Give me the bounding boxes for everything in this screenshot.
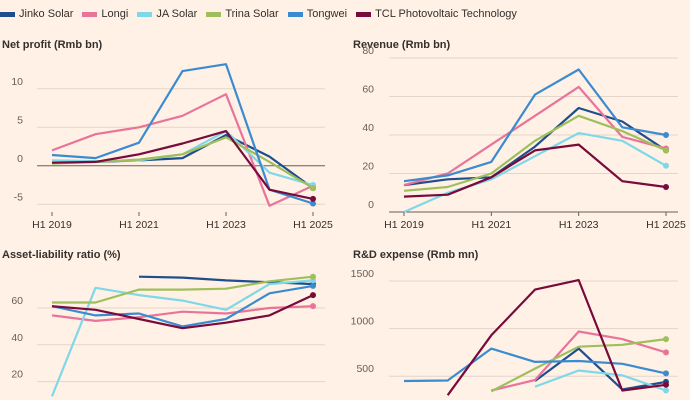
series-end-dot <box>310 282 316 289</box>
series-line <box>403 68 667 183</box>
series-line <box>403 106 667 187</box>
y-tick-label: 20 <box>362 161 374 173</box>
x-tick-label: H1 2019 <box>384 219 424 231</box>
legend-item: Jinko Solar <box>0 8 73 20</box>
legend-swatch <box>206 11 222 17</box>
series-line <box>490 338 667 393</box>
legend-swatch <box>0 11 15 17</box>
series-line <box>403 114 667 192</box>
chart-title: R&D expense (Rmb mn) <box>353 249 479 261</box>
series-line <box>51 63 314 205</box>
legend-label: Longi <box>101 8 129 20</box>
series-line <box>50 279 314 397</box>
legend-swatch <box>82 11 98 17</box>
series-line <box>534 347 667 391</box>
y-tick-label: 80 <box>362 45 374 57</box>
y-tick-label: 10 <box>11 76 23 88</box>
legend-swatch <box>287 11 303 17</box>
x-tick-label: H1 2021 <box>471 219 511 231</box>
y-tick-label: 40 <box>11 332 23 344</box>
series-line <box>51 284 314 328</box>
chart-legend: Jinko Solar Longi JA Solar Trina Solar Tongw… <box>0 4 526 24</box>
series-end-dot <box>663 162 669 169</box>
x-tick-label: H1 2023 <box>206 219 246 231</box>
legend-label: JA Solar <box>156 8 198 20</box>
series-line <box>403 347 667 383</box>
series-line <box>534 369 667 392</box>
series-end-dot <box>310 195 316 202</box>
series-line <box>51 130 314 200</box>
legend-label: Trina Solar <box>225 8 279 20</box>
series-end-dot <box>663 336 669 343</box>
y-tick-label: 20 <box>11 369 23 381</box>
series-end-dot <box>663 183 669 190</box>
y-tick-label: -5 <box>14 191 23 203</box>
chart-title: Asset-liability ratio (%) <box>2 249 121 261</box>
legend-label: TCL Photovoltaic Technology <box>375 8 517 20</box>
y-tick-label: 0 <box>368 199 374 211</box>
y-tick-label: 40 <box>362 122 374 134</box>
series-line <box>51 294 314 330</box>
legend-label: Jinko Solar <box>19 8 74 20</box>
series-line <box>51 93 314 207</box>
legend-item: Longi <box>82 8 128 20</box>
y-tick-label: 60 <box>362 84 374 96</box>
series-line <box>51 305 314 322</box>
y-tick-label: 60 <box>11 295 23 307</box>
legend-item: TCL Photovoltaic Technology <box>356 8 517 20</box>
y-tick-label: 1000 <box>351 316 375 328</box>
x-tick-label: H1 2025 <box>293 219 333 231</box>
series-end-dot <box>663 387 669 394</box>
y-tick-label: 1500 <box>351 268 375 280</box>
legend-item: JA Solar <box>137 8 197 20</box>
chart-title: Net profit (Rmb bn) <box>2 39 103 51</box>
x-tick-label: H1 2021 <box>119 219 159 231</box>
legend-swatch <box>137 11 153 17</box>
legend-item: Tongwei <box>287 8 348 20</box>
series-end-dot <box>663 381 669 388</box>
series-end-dot <box>310 273 316 280</box>
y-tick-label: 0 <box>17 153 23 165</box>
y-tick-label: 5 <box>17 114 23 126</box>
chart-title: Revenue (Rmb bn) <box>353 39 451 51</box>
x-tick-label: H1 2023 <box>559 219 599 231</box>
x-tick-label: H1 2025 <box>646 219 686 231</box>
series-end-dot <box>663 370 669 377</box>
series-line <box>403 85 667 187</box>
series-line <box>446 279 667 396</box>
series-end-dot <box>310 303 316 310</box>
x-tick-label: H1 2019 <box>32 219 72 231</box>
series-end-dot <box>663 147 669 154</box>
y-tick-label: 500 <box>356 363 374 375</box>
legend-swatch <box>356 11 372 17</box>
series-line <box>52 275 314 304</box>
series-end-dot <box>310 292 316 299</box>
series-end-dot <box>663 132 669 138</box>
legend-label: Tongwei <box>306 8 348 20</box>
series-end-dot <box>310 185 316 192</box>
series-line <box>403 132 667 214</box>
series-end-dot <box>310 200 316 207</box>
series-end-dot <box>663 349 669 356</box>
series-line <box>403 143 667 198</box>
legend-item: Trina Solar <box>206 8 279 20</box>
